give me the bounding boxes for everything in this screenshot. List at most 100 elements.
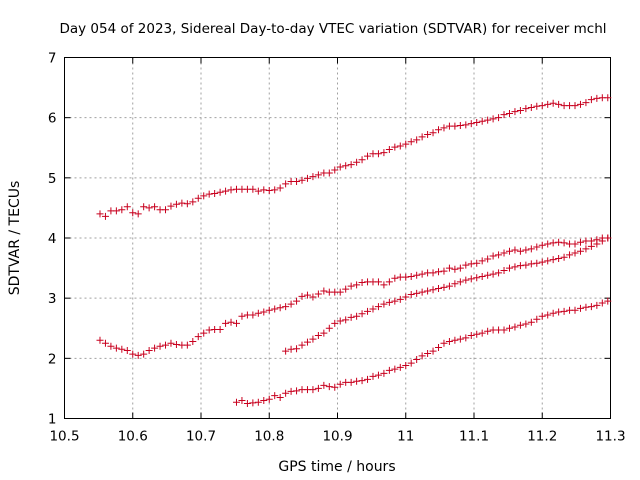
data-point [456,121,464,129]
data-point [549,309,557,317]
data-point [549,99,557,107]
data-point [260,186,268,194]
y-tick-label: 4 [48,231,57,247]
data-point [211,189,219,197]
data-point [298,292,306,300]
data-point [336,317,344,325]
data-point [500,111,508,119]
data-point [582,245,590,253]
data-point [402,362,410,370]
data-point [331,166,339,174]
data-point [396,363,404,371]
series-arc-third [282,234,612,355]
data-point [527,245,535,253]
data-point [402,273,410,281]
data-point [495,269,503,277]
data-point [287,300,295,308]
data-point [194,333,202,341]
data-point [544,100,552,108]
data-point [309,173,317,181]
data-point [478,273,486,281]
data-point [598,299,606,307]
data-point [527,318,535,326]
data-point [353,281,361,289]
data-point [183,200,191,208]
y-tick-label: 3 [48,291,57,307]
data-point [505,247,513,255]
data-point [205,326,213,334]
data-point [604,297,612,305]
data-point [511,263,519,271]
data-point [473,259,481,267]
data-point [325,324,333,332]
data-point [200,192,208,200]
data-point [380,369,388,377]
data-point [571,102,579,110]
data-point [413,271,421,279]
data-point [555,308,563,316]
data-point [260,308,268,316]
data-point [276,304,284,312]
data-point [134,351,142,359]
data-point [353,312,361,320]
chart-title: Day 054 of 2023, Sidereal Day-to-day VTE… [59,21,606,37]
data-point [604,234,612,242]
data-point [227,318,235,326]
data-point [342,285,350,293]
data-point [604,94,612,102]
data-point [303,291,311,299]
data-point [265,186,273,194]
data-point [167,339,175,347]
data-point [112,207,120,215]
data-point [342,316,350,324]
y-tick-label: 7 [48,51,57,67]
data-point [282,180,290,188]
data-point [435,126,443,134]
data-point [478,117,486,125]
data-point [249,311,257,319]
data-point [358,310,366,318]
data-point [429,129,437,137]
data-point [380,300,388,308]
data-point [576,247,584,255]
data-point [571,240,579,248]
data-point [347,282,355,290]
data-point [194,194,202,202]
data-point [456,335,464,343]
data-point [440,283,448,291]
data-point [336,380,344,388]
y-tick-label: 5 [48,171,57,187]
data-point [336,288,344,296]
data-point [276,184,284,192]
data-point [429,269,437,277]
data-point [293,345,301,353]
data-point [358,279,366,287]
data-point [287,345,295,353]
data-point [538,312,546,320]
data-point [276,393,284,401]
data-point [232,319,240,327]
data-point [522,105,530,113]
data-point [145,347,153,355]
data-point [129,209,137,217]
data-point [271,392,279,400]
data-point [314,171,322,179]
data-point [369,305,377,313]
data-point [107,342,115,350]
data-point [445,337,453,345]
data-point [407,273,415,281]
data-point [232,398,240,406]
data-point [593,301,601,309]
grid [64,57,611,419]
data-point [549,239,557,247]
data-point [96,336,104,344]
data-point [484,327,492,335]
data-point [396,295,404,303]
x-tick-label: 10.8 [254,429,284,445]
data-point [140,350,148,358]
data-point [560,307,568,315]
data-point [484,271,492,279]
data-point [418,133,426,141]
data-point [314,384,322,392]
data-point [364,375,372,383]
